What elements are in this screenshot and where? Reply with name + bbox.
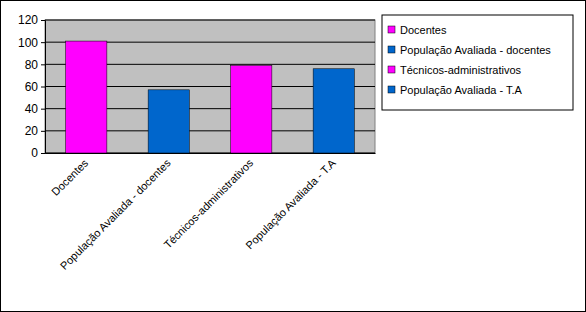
y-tick: 120 bbox=[18, 13, 45, 27]
y-tick-label: 40 bbox=[25, 102, 39, 116]
y-tick: 80 bbox=[25, 58, 45, 72]
bar bbox=[148, 90, 189, 153]
y-tick-label: 80 bbox=[25, 58, 39, 72]
legend-swatch bbox=[388, 66, 395, 73]
x-tick-label: Docentes bbox=[49, 156, 91, 198]
y-tick-label: 0 bbox=[31, 146, 38, 160]
y-tick: 0 bbox=[31, 146, 45, 160]
legend-box bbox=[382, 15, 573, 110]
y-tick-mark bbox=[41, 131, 45, 132]
legend-label: População Avaliada - T.A bbox=[400, 84, 523, 96]
legend-swatch bbox=[388, 46, 395, 53]
y-tick-mark bbox=[41, 87, 45, 88]
y-axis: 0 20 40 60 80 100 120 bbox=[18, 13, 46, 160]
x-tick-label: Técnicos-administrativos bbox=[161, 156, 255, 250]
x-tick-label: População Avaliada - docentes bbox=[58, 156, 174, 272]
plot-area bbox=[45, 20, 375, 153]
x-tick: População Avaliada - docentes bbox=[58, 153, 174, 272]
chart: 020406080100120DocentesPopulação Avaliad… bbox=[0, 0, 586, 312]
y-tick: 100 bbox=[18, 36, 45, 50]
legend-swatch bbox=[388, 86, 395, 93]
bar bbox=[66, 41, 107, 153]
grid-line bbox=[45, 20, 375, 21]
y-tick-label: 20 bbox=[25, 124, 39, 138]
y-tick: 40 bbox=[25, 102, 45, 116]
grid bbox=[45, 20, 375, 153]
legend-label: Docentes bbox=[400, 24, 447, 36]
y-tick-label: 120 bbox=[18, 13, 38, 27]
y-tick-mark bbox=[41, 42, 45, 43]
bar bbox=[313, 69, 354, 153]
bar bbox=[231, 65, 272, 153]
x-tick-label: População Avaliada - T.A bbox=[243, 156, 338, 251]
x-tick: População Avaliada - T.A bbox=[243, 153, 338, 251]
chart-border bbox=[1, 1, 586, 312]
y-tick: 20 bbox=[25, 124, 45, 138]
x-axis: DocentesPopulação Avaliada - docentesTéc… bbox=[46, 153, 376, 272]
y-tick-label: 100 bbox=[18, 36, 38, 50]
y-tick-mark bbox=[41, 109, 45, 110]
legend-swatch bbox=[388, 26, 395, 33]
x-tick: Técnicos-administrativos bbox=[161, 153, 255, 251]
legend-label: População Avaliada - docentes bbox=[400, 44, 551, 56]
y-tick-label: 60 bbox=[25, 80, 39, 94]
y-tick-mark bbox=[41, 20, 45, 21]
x-axis-line bbox=[46, 153, 376, 154]
legend-label: Técnicos-administrativos bbox=[400, 64, 522, 76]
x-tick: Docentes bbox=[49, 153, 91, 198]
y-tick-mark bbox=[41, 64, 45, 65]
legend: Docentes População Avaliada - docentes Téc… bbox=[382, 15, 573, 110]
y-tick-mark bbox=[41, 153, 45, 154]
y-tick: 60 bbox=[25, 80, 45, 94]
bars bbox=[66, 41, 355, 153]
y-axis-line bbox=[41, 21, 46, 154]
